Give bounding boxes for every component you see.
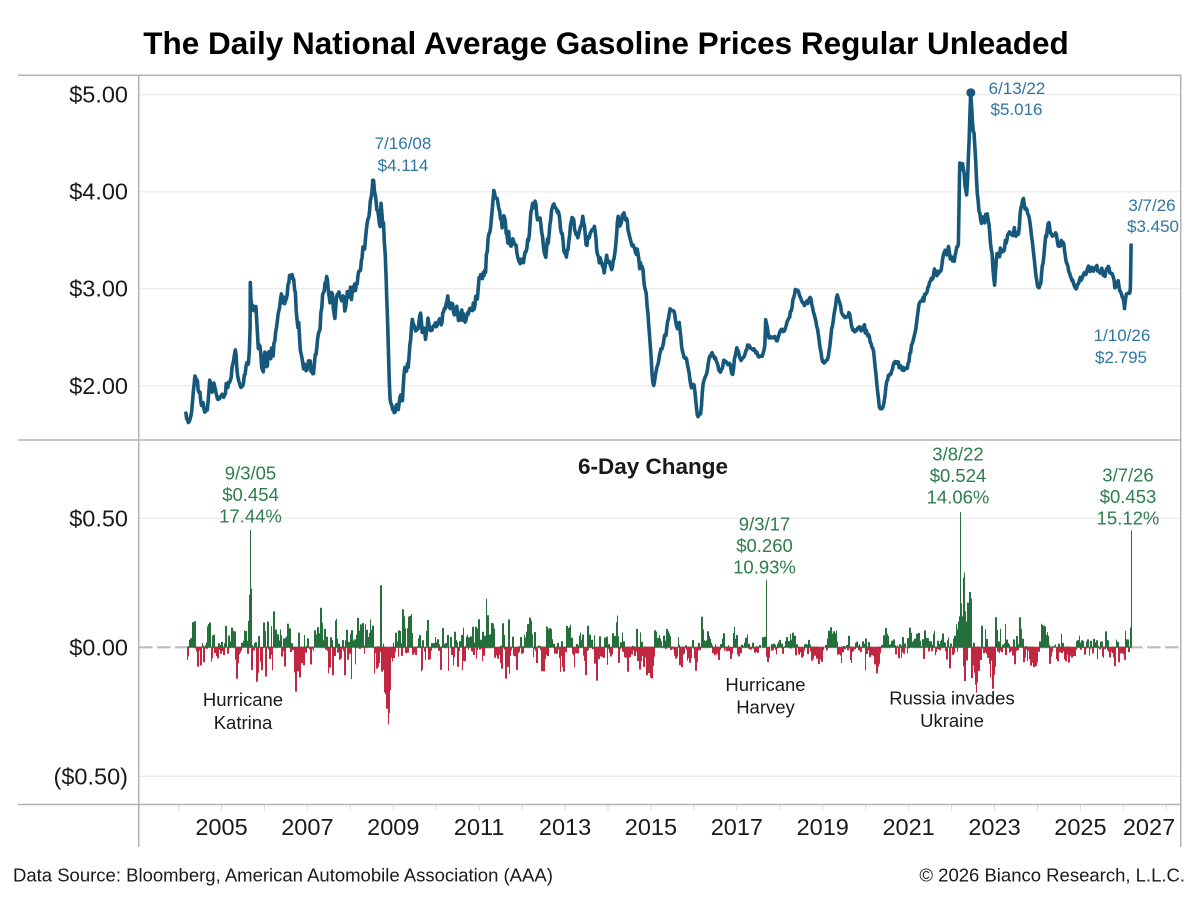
- svg-text:2025: 2025: [1054, 814, 1106, 840]
- svg-text:2027: 2027: [1123, 814, 1175, 840]
- svg-text:6-Day Change: 6-Day Change: [578, 454, 728, 479]
- svg-text:6/13/22: 6/13/22: [989, 79, 1046, 98]
- svg-text:($0.50): ($0.50): [54, 763, 128, 789]
- svg-text:2021: 2021: [882, 814, 934, 840]
- svg-text:2023: 2023: [968, 814, 1020, 840]
- svg-text:Hurricane: Hurricane: [203, 689, 283, 710]
- svg-text:The Daily National Average Gas: The Daily National Average Gasoline Pric…: [143, 25, 1068, 61]
- svg-text:3/7/26: 3/7/26: [1102, 465, 1153, 486]
- svg-text:1/10/26: 1/10/26: [1094, 326, 1151, 345]
- svg-text:Russia invades: Russia invades: [889, 688, 1014, 709]
- svg-text:Katrina: Katrina: [214, 712, 273, 733]
- svg-text:Data Source: Bloomberg, Americ: Data Source: Bloomberg, American Automob…: [13, 865, 553, 886]
- svg-text:7/16/08: 7/16/08: [375, 134, 432, 153]
- svg-text:14.06%: 14.06%: [927, 487, 990, 508]
- svg-text:$0.524: $0.524: [930, 465, 987, 486]
- svg-text:2017: 2017: [711, 814, 763, 840]
- svg-text:$5.016: $5.016: [991, 100, 1043, 119]
- svg-text:$0.453: $0.453: [1100, 486, 1157, 507]
- svg-text:$4.114: $4.114: [378, 156, 429, 175]
- svg-text:$0.454: $0.454: [222, 484, 279, 505]
- svg-text:17.44%: 17.44%: [219, 506, 282, 527]
- svg-text:$3.450: $3.450: [1127, 217, 1179, 236]
- svg-text:10.93%: 10.93%: [733, 557, 796, 578]
- svg-text:2009: 2009: [367, 814, 419, 840]
- svg-text:$0.260: $0.260: [736, 535, 793, 556]
- svg-text:Ukraine: Ukraine: [920, 710, 984, 731]
- svg-text:$0.50: $0.50: [69, 505, 128, 531]
- svg-text:© 2026 Bianco Research, L.L.C.: © 2026 Bianco Research, L.L.C.: [919, 865, 1185, 886]
- svg-text:Harvey: Harvey: [736, 697, 795, 718]
- svg-text:$2.795: $2.795: [1095, 348, 1147, 367]
- svg-text:15.12%: 15.12%: [1097, 508, 1160, 529]
- svg-text:2013: 2013: [539, 814, 591, 840]
- svg-text:$5.00: $5.00: [69, 81, 128, 107]
- svg-text:2015: 2015: [625, 814, 677, 840]
- svg-text:2011: 2011: [454, 814, 505, 840]
- svg-text:2007: 2007: [281, 814, 333, 840]
- svg-text:$3.00: $3.00: [69, 276, 128, 302]
- svg-text:$4.00: $4.00: [69, 179, 128, 205]
- svg-text:2019: 2019: [797, 814, 849, 840]
- svg-text:$0.00: $0.00: [69, 634, 128, 660]
- svg-text:$2.00: $2.00: [69, 373, 128, 399]
- svg-text:Hurricane: Hurricane: [725, 674, 805, 695]
- svg-text:3/8/22: 3/8/22: [932, 444, 983, 465]
- svg-text:3/7/26: 3/7/26: [1128, 196, 1175, 215]
- svg-text:9/3/17: 9/3/17: [739, 514, 790, 535]
- svg-text:2005: 2005: [195, 814, 247, 840]
- svg-text:9/3/05: 9/3/05: [225, 463, 276, 484]
